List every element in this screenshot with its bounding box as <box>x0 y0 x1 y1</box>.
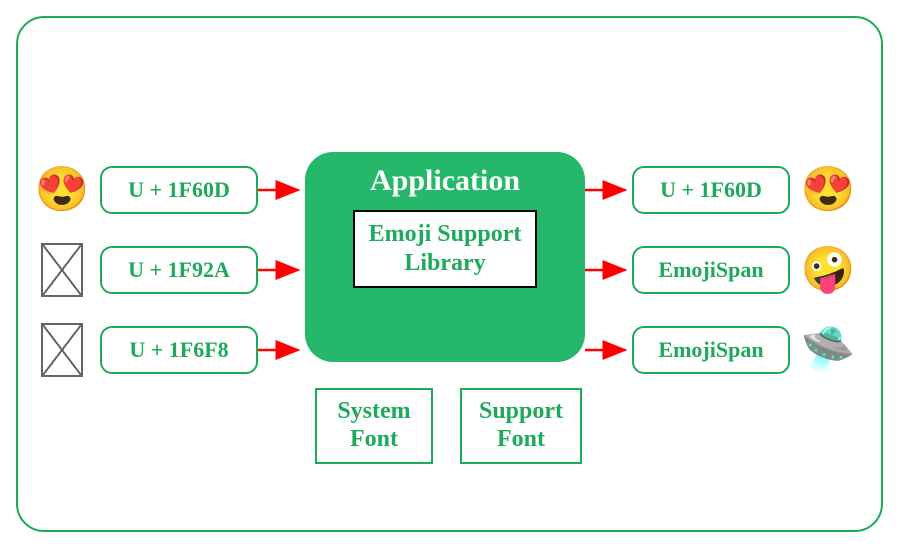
arrow-left-1 <box>258 184 305 196</box>
input-code-1-label: U + 1F60D <box>128 177 230 203</box>
arrow-left-3 <box>258 344 305 356</box>
arrow-right-1 <box>585 184 632 196</box>
input-code-2-label: U + 1F92A <box>128 257 230 283</box>
output-code-1-label: U + 1F60D <box>660 177 762 203</box>
arrow-right-2 <box>585 264 632 276</box>
application-box: Application Emoji Support Library <box>305 152 585 362</box>
support-font-box: Support Font <box>460 388 582 464</box>
input-code-1: U + 1F60D <box>100 166 258 214</box>
input-code-3: U + 1F6F8 <box>100 326 258 374</box>
system-font-label: System Font <box>337 398 410 453</box>
tofu-icon <box>41 243 83 297</box>
output-emoji-1: 😍 <box>800 162 856 218</box>
input-emoji-2 <box>34 242 90 298</box>
input-emoji-3 <box>34 322 90 378</box>
zany-icon: 🤪 <box>801 248 856 292</box>
output-emoji-2: 🤪 <box>800 242 856 298</box>
support-font-label: Support Font <box>479 398 563 453</box>
application-inner-label: Emoji Support Library <box>353 210 538 288</box>
heart-eyes-icon: 😍 <box>35 168 90 212</box>
arrow-right-3 <box>585 344 632 356</box>
output-emoji-3: 🛸 <box>800 322 856 378</box>
tofu-icon <box>41 323 83 377</box>
input-code-3-label: U + 1F6F8 <box>129 337 228 363</box>
input-code-2: U + 1F92A <box>100 246 258 294</box>
application-title: Application <box>370 164 520 198</box>
output-code-2: EmojiSpan <box>632 246 790 294</box>
output-code-2-label: EmojiSpan <box>658 257 763 283</box>
ufo-icon: 🛸 <box>801 328 856 372</box>
input-emoji-1: 😍 <box>34 162 90 218</box>
arrow-left-2 <box>258 264 305 276</box>
output-code-3: EmojiSpan <box>632 326 790 374</box>
heart-eyes-icon: 😍 <box>801 168 856 212</box>
output-code-1: U + 1F60D <box>632 166 790 214</box>
output-code-3-label: EmojiSpan <box>658 337 763 363</box>
system-font-box: System Font <box>315 388 433 464</box>
